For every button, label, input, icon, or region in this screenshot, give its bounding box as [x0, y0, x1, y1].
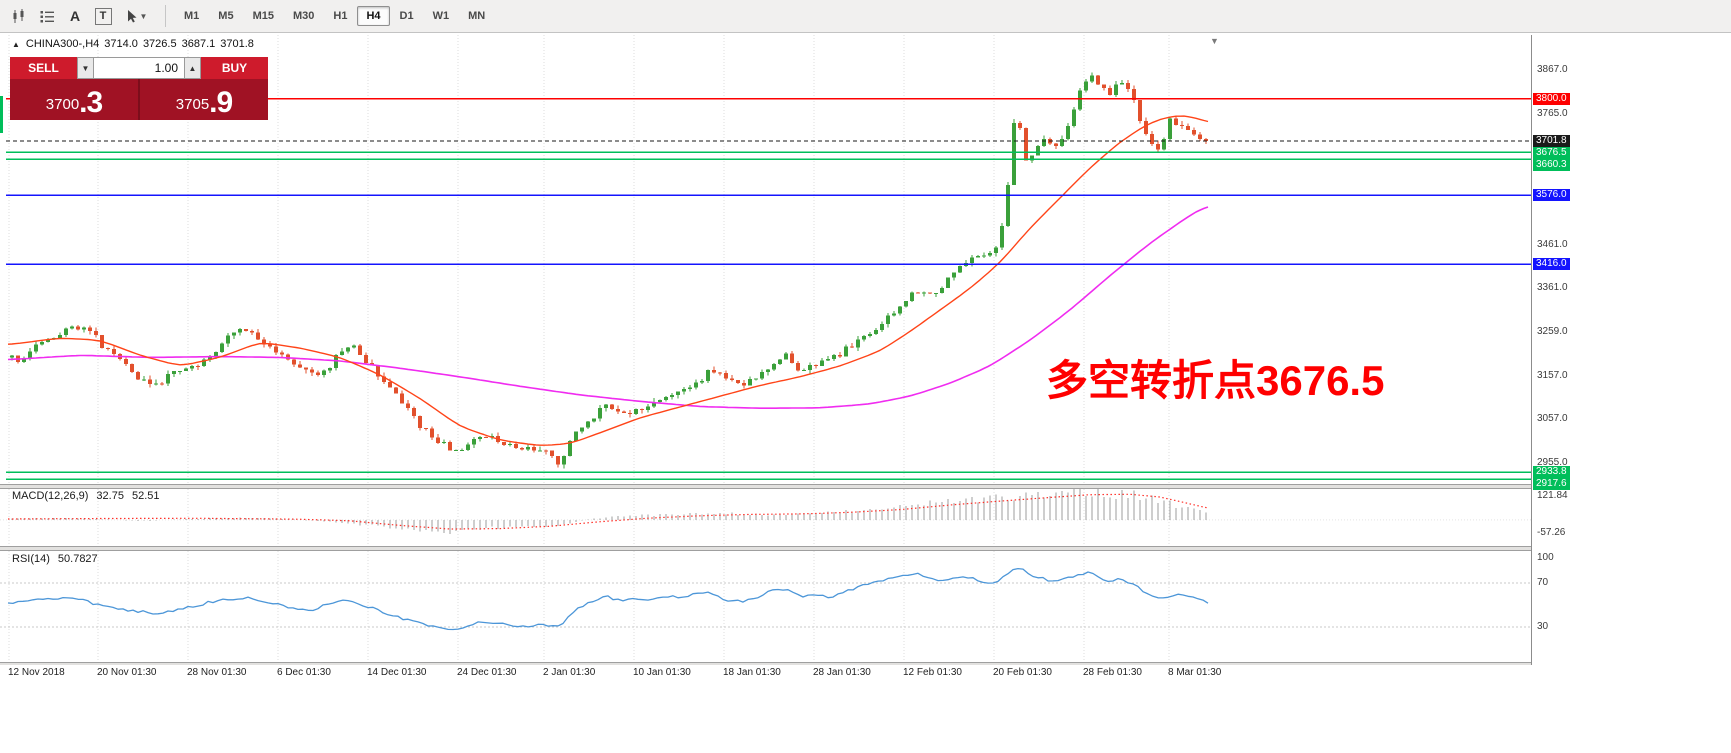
candlestick-chart-icon — [13, 8, 24, 23]
text-box-button[interactable]: T — [90, 4, 116, 28]
price-level-badge: 2917.6 — [1533, 478, 1570, 491]
price-tick-label: 3361.0 — [1537, 282, 1568, 294]
main-chart-canvas[interactable] — [0, 35, 1531, 484]
sell-price-frac: .3 — [79, 86, 103, 119]
rsi-value: 50.7827 — [57, 553, 98, 565]
panel-separator[interactable] — [0, 546, 1591, 551]
chevron-down-icon: ▼ — [81, 63, 90, 73]
sell-button[interactable]: SELL — [10, 57, 77, 79]
time-axis-label: 28 Feb 01:30 — [1083, 667, 1142, 678]
timeframe-m1[interactable]: M1 — [184, 10, 200, 22]
volume-up-button[interactable]: ▲ — [184, 57, 201, 79]
chevron-down-icon: ▼ — [139, 11, 148, 21]
sell-price-button[interactable]: 3700.3 — [10, 79, 140, 120]
sell-price-main: 3700 — [45, 96, 80, 113]
time-axis-label: 20 Nov 01:30 — [97, 667, 157, 678]
price-tick-label: 3461.0 — [1537, 238, 1568, 250]
price-tick-label: 3259.0 — [1537, 326, 1568, 337]
price-level-badge: 3576.0 — [1533, 189, 1570, 202]
panel-separator — [0, 662, 1591, 665]
chevron-up-icon: ▲ — [188, 63, 197, 73]
price-level-badge: 3800.0 — [1533, 92, 1570, 105]
buy-price-main: 3705 — [175, 96, 210, 113]
text-label-button[interactable]: A — [62, 4, 88, 28]
buy-button[interactable]: BUY — [201, 57, 268, 79]
price-tick-label: 3057.0 — [1537, 413, 1568, 425]
rsi-scale-label: 70 — [1537, 577, 1549, 588]
price-tick-label: 3867.0 — [1537, 64, 1568, 75]
timeframe-group: M1 M5 M15 M30 H1 H4 D1 W1 MN — [175, 6, 495, 26]
time-axis-label: 24 Dec 01:30 — [457, 667, 517, 678]
macd-scale-label: -57.26 — [1537, 527, 1566, 538]
time-axis-label: 6 Dec 01:30 — [277, 667, 331, 678]
macd-header: MACD(12,26,9) 32.75 52.51 — [12, 490, 159, 502]
macd-value-signal: 52.51 — [131, 490, 160, 502]
one-click-toggle-icon[interactable]: ▲ — [12, 39, 20, 49]
timeframe-h1[interactable]: H1 — [333, 10, 348, 22]
price-level-badge: 3676.5 — [1533, 147, 1570, 160]
volume-dropdown-button[interactable]: ▼ — [77, 57, 94, 79]
price-level-badge: 3416.0 — [1533, 258, 1570, 271]
rsi-scale-label: 30 — [1537, 621, 1549, 632]
price-level-badge: 2933.8 — [1533, 466, 1570, 479]
candlestick-chart-button[interactable] — [6, 4, 32, 28]
time-axis-label: 28 Jan 01:30 — [813, 667, 871, 678]
toolbar: A T ▼ M1 M5 M15 M30 H1 H4 D1 W1 MN — [0, 0, 1731, 33]
indicator-list-icon — [40, 10, 54, 22]
panel-separator[interactable] — [0, 484, 1591, 489]
volume-input[interactable]: 1.00 — [94, 57, 184, 79]
text-box-icon: T — [94, 7, 112, 25]
price-tick-label: 3765.0 — [1537, 107, 1568, 119]
one-click-trade-panel: SELL ▼ 1.00 ▲ BUY 3700.3 3705.9 — [10, 57, 268, 120]
text-label-icon: A — [69, 8, 81, 24]
time-axis-label: 8 Mar 01:30 — [1168, 667, 1222, 678]
ohlc-close: 3701.8 — [220, 38, 254, 50]
last-bar-marker-icon: ▼ — [1210, 36, 1219, 46]
cursor-tool-button[interactable]: ▼ — [118, 4, 154, 28]
cursor-icon — [127, 10, 137, 23]
ohlc-high: 3726.5 — [142, 38, 177, 50]
macd-value-main: 32.75 — [96, 490, 124, 502]
macd-panel-canvas[interactable] — [0, 489, 1531, 546]
rsi-header: RSI(14) 50.7827 — [12, 553, 98, 565]
time-axis-label: 12 Nov 2018 — [8, 667, 65, 678]
price-level-badge: 3660.3 — [1533, 159, 1570, 172]
ohlc-low: 3687.1 — [181, 38, 216, 50]
price-tick-label: 2955.0 — [1537, 457, 1568, 468]
price-level-badge: 3701.8 — [1533, 135, 1570, 148]
time-axis-label: 20 Feb 01:30 — [993, 667, 1052, 678]
left-edge-accent — [0, 96, 3, 133]
rsi-panel-canvas[interactable] — [0, 551, 1531, 662]
timeframe-m5[interactable]: M5 — [218, 10, 234, 22]
symbol-header: ▲ CHINA300-,H4 3714.0 3726.5 3687.1 3701… — [12, 38, 254, 50]
timeframe-w1[interactable]: W1 — [432, 10, 450, 22]
time-axis[interactable]: 12 Nov 2018 20 Nov 01:30 28 Nov 01:30 6 Dec… — [0, 665, 1591, 683]
toolbar-separator — [165, 5, 166, 27]
buy-price-frac: .9 — [209, 86, 233, 119]
symbol-name: CHINA300-,H4 — [25, 38, 100, 50]
price-tick-label: 3157.0 — [1537, 369, 1568, 381]
timeframe-mn[interactable]: MN — [468, 10, 486, 22]
indicator-list-button[interactable] — [34, 4, 60, 28]
time-axis-label: 18 Jan 01:30 — [723, 667, 781, 678]
timeframe-m30[interactable]: M30 — [292, 10, 315, 22]
timeframe-h4[interactable]: H4 — [357, 6, 390, 26]
chart-annotation: 多空转折点3676.5 — [1046, 357, 1385, 404]
price-scale[interactable]: 3867.0 3765.0 3461.0 3361.0 3259.0 3157.0 3057… — [1531, 35, 1592, 665]
buy-price-button[interactable]: 3705.9 — [140, 79, 268, 120]
time-axis-label: 14 Dec 01:30 — [367, 667, 427, 678]
timeframe-m15[interactable]: M15 — [252, 10, 274, 22]
timeframe-d1[interactable]: D1 — [399, 10, 414, 22]
time-axis-label: 2 Jan 01:30 — [543, 667, 596, 678]
rsi-title: RSI(14) — [12, 553, 50, 565]
macd-title: MACD(12,26,9) — [12, 490, 89, 502]
macd-scale-label: 121.84 — [1537, 490, 1568, 501]
time-axis-label: 10 Jan 01:30 — [633, 667, 691, 678]
time-axis-label: 12 Feb 01:30 — [903, 667, 962, 678]
ohlc-open: 3714.0 — [104, 38, 138, 50]
time-axis-label: 28 Nov 01:30 — [187, 667, 247, 678]
rsi-scale-label: 100 — [1537, 552, 1554, 563]
